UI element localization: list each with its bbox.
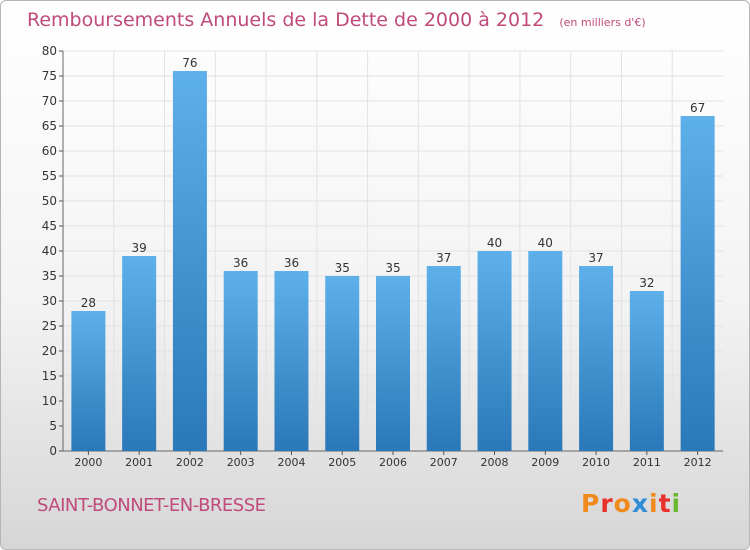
logo-letter: P	[581, 489, 601, 518]
y-tick-label: 0	[49, 444, 57, 458]
bar	[629, 291, 664, 451]
logo-letter: i	[649, 489, 659, 518]
y-tick-label: 20	[42, 344, 57, 358]
x-tick-label: 2012	[684, 456, 712, 469]
bar-value-label: 37	[436, 251, 451, 265]
y-tick-label: 10	[42, 394, 57, 408]
bar-value-label: 35	[335, 261, 350, 275]
x-tick-label: 2003	[227, 456, 255, 469]
x-tick-label: 2001	[125, 456, 153, 469]
logo-letter: r	[600, 489, 614, 518]
bar	[172, 71, 207, 451]
logo-letter: i	[671, 489, 682, 518]
y-tick-label: 65	[42, 119, 57, 133]
x-tick-label: 2006	[379, 456, 407, 469]
y-tick-label: 75	[42, 69, 57, 83]
bar-value-label: 32	[639, 276, 654, 290]
bar-value-label: 76	[182, 56, 197, 70]
bar	[325, 276, 360, 451]
bar	[426, 266, 461, 451]
x-tick-label: 2009	[531, 456, 559, 469]
x-tick-label: 2011	[633, 456, 661, 469]
bar-value-label: 40	[487, 236, 502, 250]
bar	[579, 266, 614, 451]
bar	[71, 311, 106, 451]
commune-name: SAINT-BONNET-EN-BRESSE	[37, 495, 266, 516]
bar-value-label: 67	[690, 101, 705, 115]
y-tick-label: 30	[42, 294, 57, 308]
bar	[680, 116, 715, 451]
y-tick-label: 50	[42, 194, 57, 208]
bar-value-label: 36	[284, 256, 299, 270]
y-tick-label: 80	[42, 44, 57, 58]
y-tick-label: 45	[42, 219, 57, 233]
chart-unit: (en milliers d'€)	[559, 16, 646, 29]
y-tick-label: 25	[42, 319, 57, 333]
x-tick-label: 2004	[277, 456, 305, 469]
proxiti-logo: Proxiti	[581, 489, 681, 518]
bar-value-label: 28	[81, 296, 96, 310]
y-tick-label: 35	[42, 269, 57, 283]
bar-value-label: 35	[385, 261, 400, 275]
bar	[477, 251, 512, 451]
x-tick-label: 2000	[74, 456, 102, 469]
y-tick-label: 55	[42, 169, 57, 183]
y-tick-label: 60	[42, 144, 57, 158]
y-tick-label: 40	[42, 244, 57, 258]
logo-letter: t	[658, 489, 672, 518]
x-tick-label: 2007	[430, 456, 458, 469]
x-tick-label: 2008	[481, 456, 509, 469]
chart-title-block: Remboursements Annuels de la Dette de 20…	[27, 9, 646, 31]
x-tick-label: 2005	[328, 456, 356, 469]
bar	[376, 276, 410, 451]
x-tick-label: 2002	[176, 456, 204, 469]
bar-value-label: 40	[538, 236, 553, 250]
x-tick-label: 2010	[582, 456, 610, 469]
bar-value-label: 36	[233, 256, 248, 270]
logo-letter: o	[613, 489, 632, 518]
y-tick-label: 70	[42, 94, 57, 108]
bar	[274, 271, 309, 451]
bar	[122, 256, 157, 451]
chart-title: Remboursements Annuels de la Dette de 20…	[27, 9, 545, 31]
y-tick-label: 5	[49, 419, 57, 433]
bar	[223, 271, 258, 451]
logo-letter: x	[631, 489, 649, 518]
bar-value-label: 39	[132, 241, 147, 255]
bar-value-label: 37	[588, 251, 603, 265]
y-tick-label: 15	[42, 369, 57, 383]
bar	[528, 251, 563, 451]
